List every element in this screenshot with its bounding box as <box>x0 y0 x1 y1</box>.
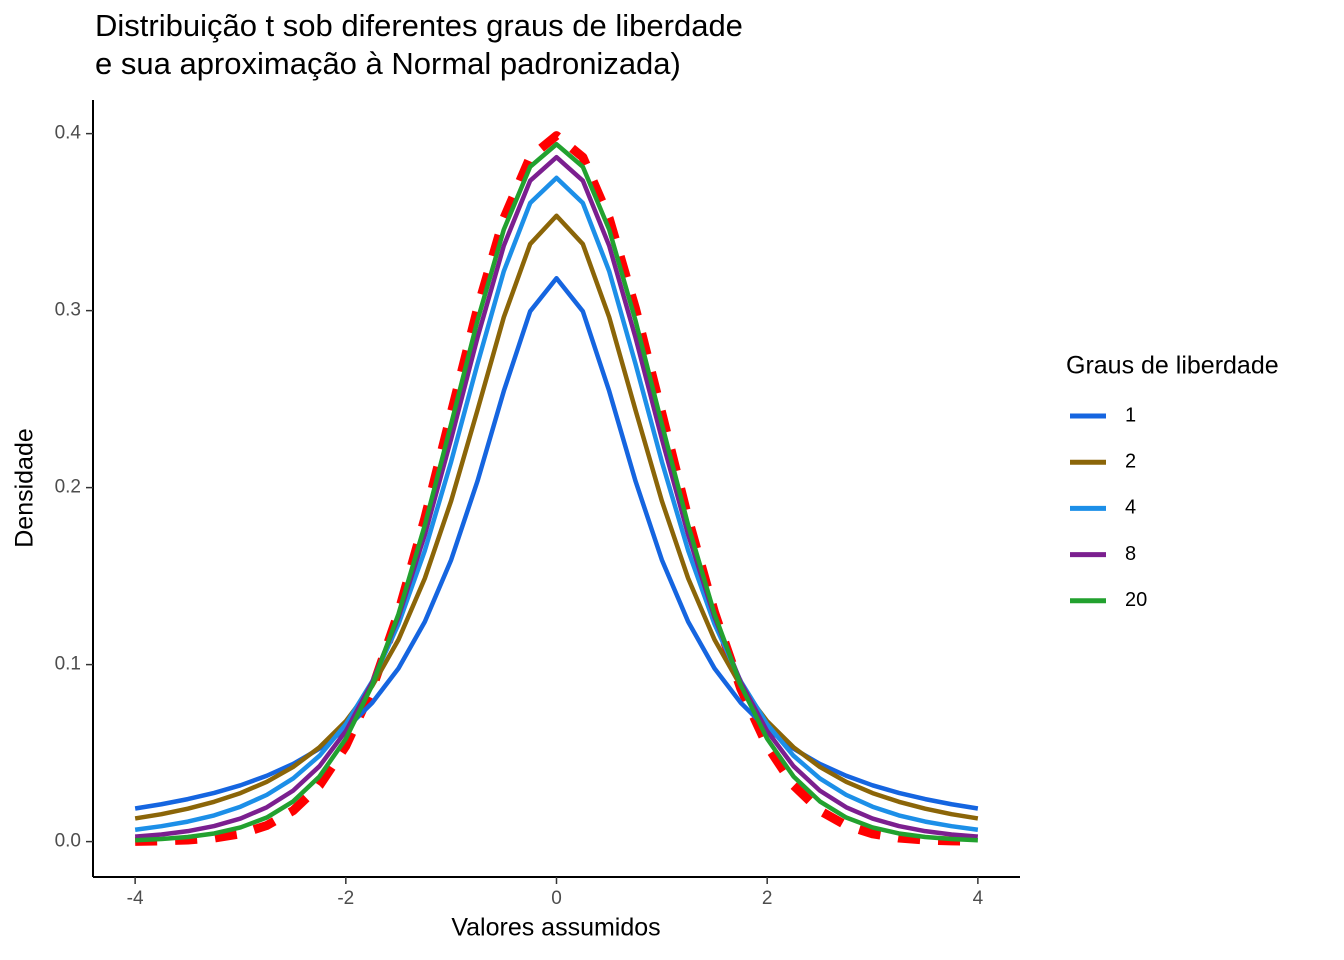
chart-title: e sua aproximação à Normal padronizada) <box>95 46 681 81</box>
x-tick-label: 4 <box>973 888 984 909</box>
series-line <box>134 175 979 832</box>
y-tick-label: 0.2 <box>55 477 81 498</box>
y-tick-label: 0.0 <box>55 831 81 852</box>
legend-label: 1 <box>1125 404 1136 426</box>
y-axis-label: Densidade <box>11 428 39 548</box>
y-tick-label: 0.4 <box>55 123 82 144</box>
reference-line <box>135 131 978 846</box>
series-line <box>134 154 979 839</box>
x-tick-label: 0 <box>551 888 562 909</box>
x-tick-label: -2 <box>337 888 354 909</box>
y-tick-label: 0.3 <box>55 300 81 321</box>
legend-label: 20 <box>1125 589 1147 611</box>
chart-title: Distribuição t sob diferentes graus de l… <box>95 8 743 43</box>
legend-title: Graus de liberdade <box>1066 352 1279 380</box>
series-line <box>134 213 979 821</box>
legend-label: 4 <box>1125 497 1136 519</box>
x-tick-label: -4 <box>127 888 144 909</box>
y-tick-label: 0.1 <box>55 654 81 675</box>
legend-label: 8 <box>1125 543 1136 565</box>
legend-label: 2 <box>1125 450 1136 472</box>
x-tick-label: 2 <box>762 888 773 909</box>
series-line <box>134 275 979 811</box>
x-axis-label: Valores assumidos <box>451 914 660 942</box>
series-line <box>135 142 978 843</box>
